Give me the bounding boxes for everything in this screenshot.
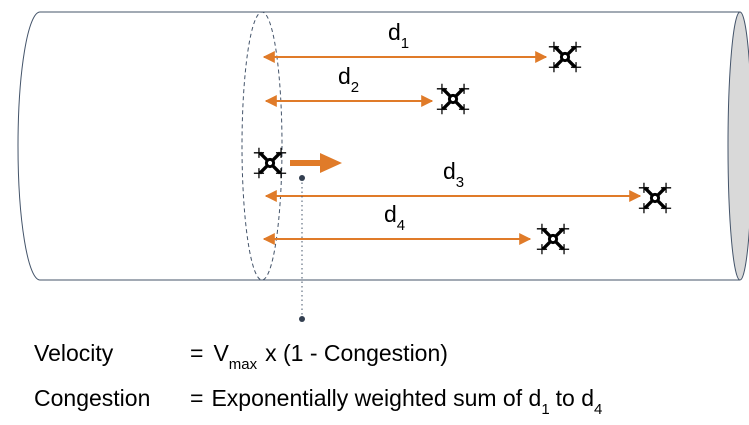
cylinder: [17, 11, 749, 281]
label-d1: d1: [388, 19, 409, 52]
congestion-term: Congestion: [34, 385, 150, 411]
drones: [253, 40, 672, 256]
pointer: [299, 175, 305, 322]
label-d4: d4: [384, 201, 405, 234]
label-d2: d2: [338, 63, 359, 96]
label-d3: d3: [443, 158, 464, 191]
velocity-arrow: [290, 153, 342, 173]
velocity-formula: = Vmax x (1 - Congestion): [190, 340, 448, 373]
distance-arrows: [262, 51, 642, 245]
velocity-term: Velocity: [34, 340, 114, 366]
congestion-formula: = Exponentially weighted sum of d1 to d4: [190, 385, 602, 418]
